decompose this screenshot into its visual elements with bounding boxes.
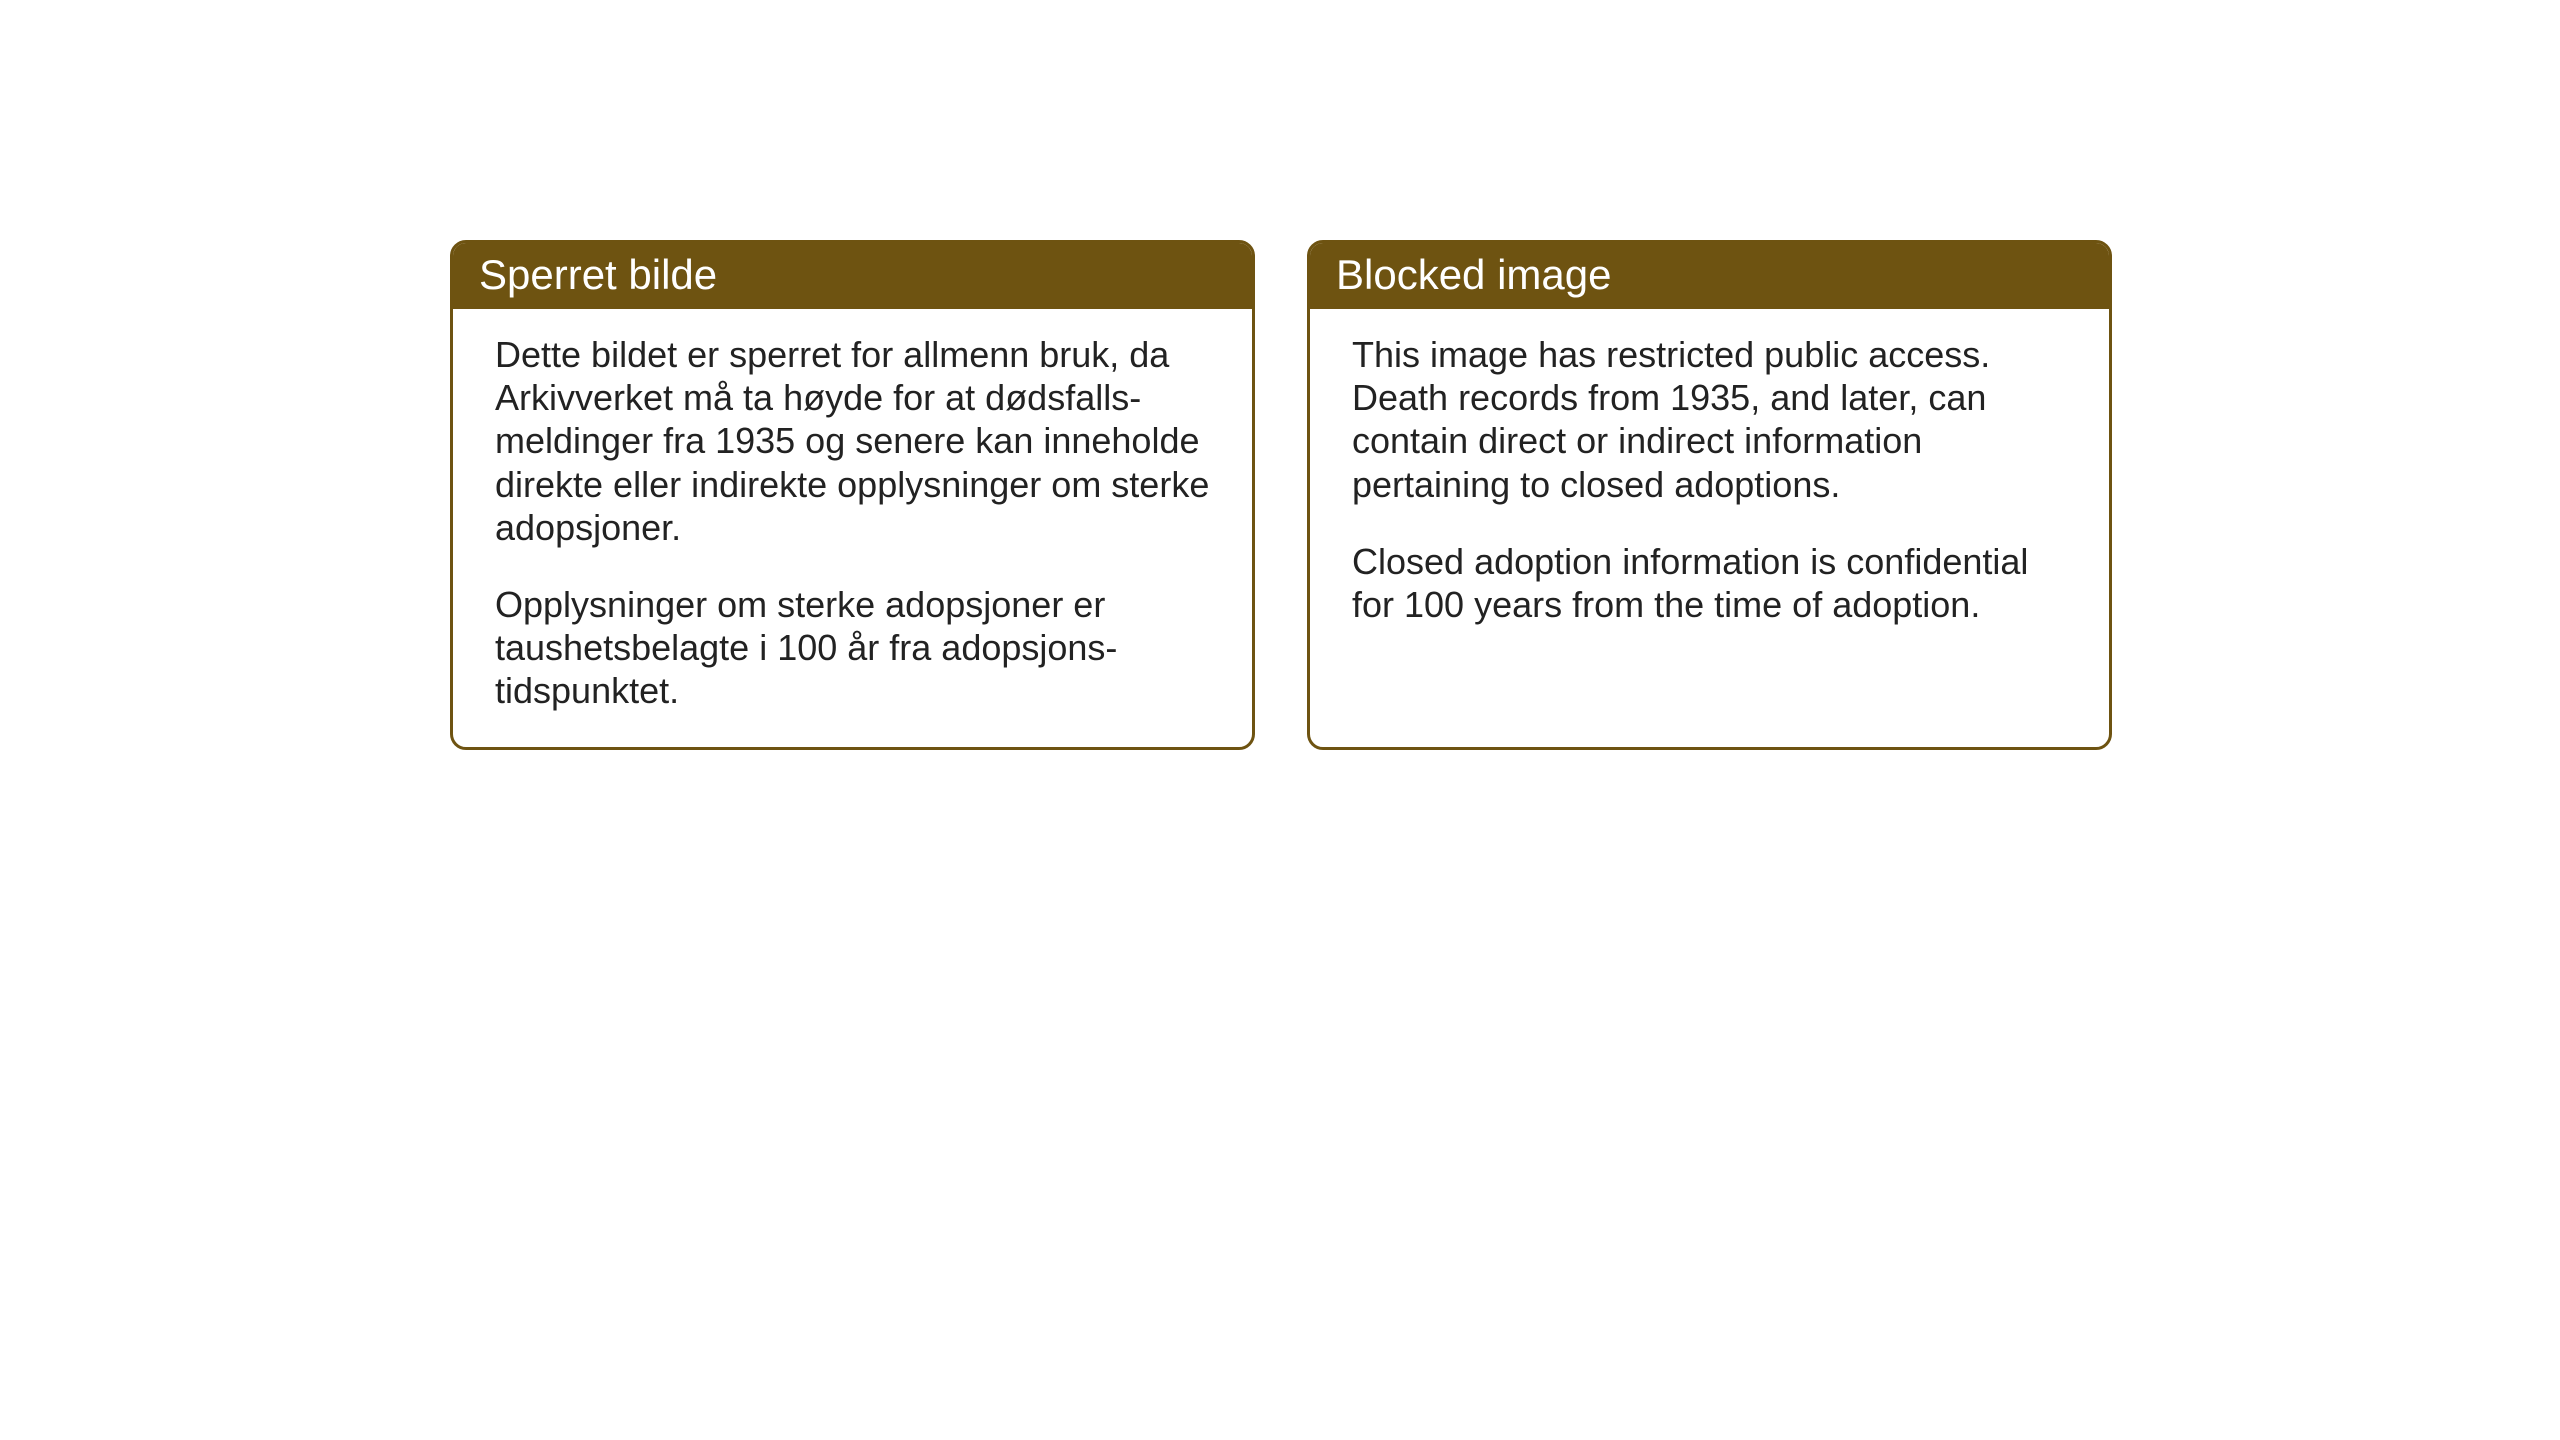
card-paragraph1-norwegian: Dette bildet er sperret for allmenn bruk… xyxy=(495,333,1210,549)
card-title-norwegian: Sperret bilde xyxy=(479,251,717,298)
card-english: Blocked image This image has restricted … xyxy=(1307,240,2112,750)
card-body-norwegian: Dette bildet er sperret for allmenn bruk… xyxy=(453,309,1252,747)
card-norwegian: Sperret bilde Dette bildet er sperret fo… xyxy=(450,240,1255,750)
card-header-norwegian: Sperret bilde xyxy=(453,243,1252,309)
card-paragraph2-norwegian: Opplysninger om sterke adopsjoner er tau… xyxy=(495,583,1210,713)
card-paragraph2-english: Closed adoption information is confident… xyxy=(1352,540,2067,626)
card-header-english: Blocked image xyxy=(1310,243,2109,309)
card-body-english: This image has restricted public access.… xyxy=(1310,309,2109,660)
card-paragraph1-english: This image has restricted public access.… xyxy=(1352,333,2067,506)
cards-container: Sperret bilde Dette bildet er sperret fo… xyxy=(450,240,2112,750)
card-title-english: Blocked image xyxy=(1336,251,1611,298)
